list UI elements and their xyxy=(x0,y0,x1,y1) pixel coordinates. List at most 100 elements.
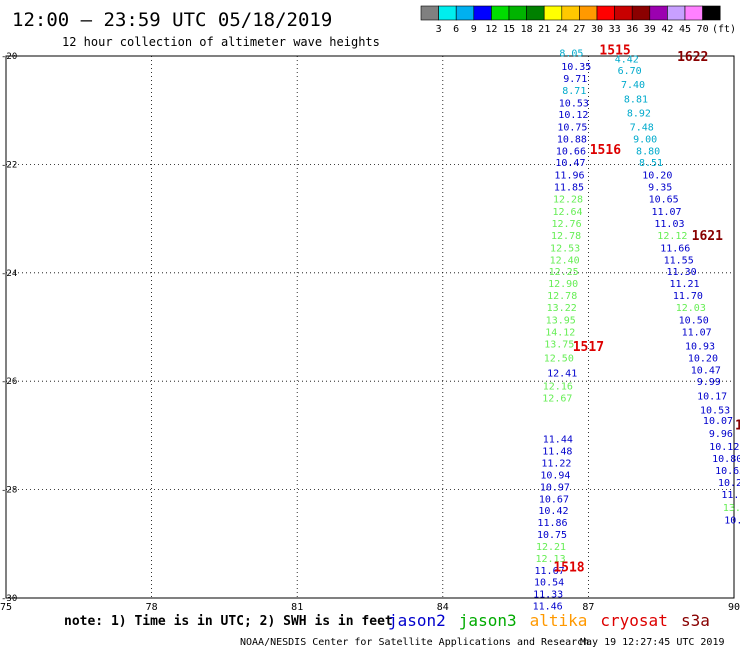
data-point-label: 9.35 xyxy=(648,183,672,194)
colorbar-swatch xyxy=(508,5,527,21)
data-point-label: 9.99 xyxy=(697,377,721,388)
data-point-label: 8.05 xyxy=(559,49,583,60)
footer-timestamp: May 19 12:27:45 UTC 2019 xyxy=(580,637,725,648)
colorbar-swatch xyxy=(667,5,686,21)
data-point-label: 12.03 xyxy=(676,303,706,314)
data-point-label: 10.47 xyxy=(691,365,721,376)
data-point-label: 13.75 xyxy=(544,339,574,350)
data-point-label: 10.20 xyxy=(688,353,718,364)
data-point-label: 12.25 xyxy=(549,267,579,278)
colorbar-tick-label: 3 xyxy=(436,24,442,35)
colorbar-swatch xyxy=(491,5,510,21)
pass-time-label: 1 xyxy=(735,419,740,434)
x-tick-label: 75 xyxy=(0,602,12,613)
colorbar: 3 6 9 12 15 18 21 24 27 30 33 36 39 42 45 70 xyxy=(420,5,721,35)
data-point-label: 11.03 xyxy=(654,219,684,230)
colorbar-tick-label: 6 xyxy=(453,24,459,35)
data-point-label: 12.12 xyxy=(657,231,687,242)
data-point-label: 11.21 xyxy=(669,279,699,290)
legend-entry: s3a xyxy=(681,611,710,630)
legend-entry: altika xyxy=(530,611,588,630)
colorbar-tick-label: 36 xyxy=(626,24,638,35)
colorbar-tick-label: 30 xyxy=(591,24,603,35)
data-point-label: 10.65 xyxy=(649,195,679,206)
data-point-label: 11.86 xyxy=(537,518,567,529)
data-point-label: 10.94 xyxy=(540,470,570,481)
data-point-label: 10.47 xyxy=(555,158,585,169)
colorbar-swatch xyxy=(455,5,475,21)
colorbar-swatch xyxy=(473,5,492,21)
data-point-label: 13.50 xyxy=(723,503,740,514)
data-point-label: 11.22 xyxy=(541,459,571,470)
colorbar-swatch xyxy=(702,5,721,21)
data-point-label: 12.41 xyxy=(547,369,577,380)
data-point-label: 12.28 xyxy=(553,195,583,206)
legend-entry: jason2 xyxy=(388,611,446,630)
colorbar-tick-label: 39 xyxy=(644,24,656,35)
data-point-label: 11.55 xyxy=(664,255,694,266)
data-point-label: 12.76 xyxy=(552,219,582,230)
data-point-label: 12.50 xyxy=(544,353,574,364)
data-point-label: 11.66 xyxy=(660,243,690,254)
data-point-label: 10.12 xyxy=(558,110,588,121)
data-point-label: 12.40 xyxy=(550,255,580,266)
satellite-legend: jason2 jason3 altika cryosat s3a xyxy=(388,611,710,630)
data-point-label: 7.48 xyxy=(630,122,654,133)
data-point-label: 11.70 xyxy=(673,291,703,302)
time-labels: 1515 1516 1517 1518 1622 1621 1 xyxy=(553,43,740,575)
colorbar-swatch xyxy=(579,5,598,21)
plot-grid xyxy=(6,56,734,598)
colorbar-tick-label: 45 xyxy=(679,24,691,35)
data-point-label: 13.22 xyxy=(547,303,577,314)
data-point-label: 10.67 xyxy=(539,494,569,505)
pass-time-label: 1622 xyxy=(677,50,708,65)
data-point-label: 11.44 xyxy=(543,435,573,446)
y-tick-label: -30 xyxy=(1,594,17,604)
colorbar-unit: (ft) xyxy=(712,24,736,35)
y-tick-label: -22 xyxy=(1,160,17,170)
pass-time-label: 1621 xyxy=(692,229,723,244)
data-point-label: 4.42 xyxy=(615,55,639,66)
data-point-label: 13.95 xyxy=(546,315,576,326)
data-point-label: 9.96 xyxy=(709,429,733,440)
colorbar-tick-label: 24 xyxy=(556,24,568,35)
colorbar-swatch xyxy=(649,5,668,21)
data-point-label: 8.92 xyxy=(627,108,651,119)
data-point-label: 8.80 xyxy=(636,146,660,157)
data-point-label: 12.78 xyxy=(547,291,577,302)
data-point-label: 10.54 xyxy=(534,578,564,589)
footer-note: note: 1) Time is in UTC; 2) SWH is in fe… xyxy=(64,614,393,629)
colorbar-tick-label: 18 xyxy=(521,24,533,35)
data-point-label: 12.16 xyxy=(543,382,573,393)
data-point-label: 10.12 xyxy=(709,442,739,453)
data-point-label: 12.13 xyxy=(535,554,565,565)
colorbar-tick-label: 9 xyxy=(471,24,477,35)
colorbar-swatch xyxy=(631,5,651,21)
colorbar-swatch xyxy=(438,5,457,21)
data-point-label: 12.67 xyxy=(542,393,572,404)
y-tick-label: -20 xyxy=(1,52,17,62)
data-point-label: 10.75 xyxy=(557,122,587,133)
chart-subtitle: 12 hour collection of altimeter wave hei… xyxy=(62,35,380,49)
data-point-label: 11.78 xyxy=(721,490,740,501)
data-point-label: 12.64 xyxy=(552,207,582,218)
x-tick-label: 87 xyxy=(582,602,594,613)
data-point-label: 9.00 xyxy=(633,134,657,145)
colorbar-tick-label: 70 xyxy=(697,24,709,35)
data-point-label: 9.71 xyxy=(563,74,587,85)
data-point-label: 6.70 xyxy=(618,66,642,77)
colorbar-swatch xyxy=(614,5,633,21)
data-point-label: 10.66 xyxy=(556,146,586,157)
colorbar-swatch xyxy=(596,5,615,21)
x-tick-label: 84 xyxy=(437,602,449,613)
data-point-label: 11.07 xyxy=(682,327,712,338)
data-point-label: 8.51 xyxy=(639,158,663,169)
y-tick-label: -26 xyxy=(1,377,17,387)
x-tick-label: 78 xyxy=(146,602,158,613)
x-tick-label: 81 xyxy=(291,602,303,613)
data-point-label: 10.17 xyxy=(697,391,727,402)
data-point-label: 10.80 xyxy=(712,454,740,465)
data-point-label: 11.67 xyxy=(535,566,565,577)
y-tick-label: -24 xyxy=(1,269,17,279)
data-point-label: 14.12 xyxy=(545,327,575,338)
